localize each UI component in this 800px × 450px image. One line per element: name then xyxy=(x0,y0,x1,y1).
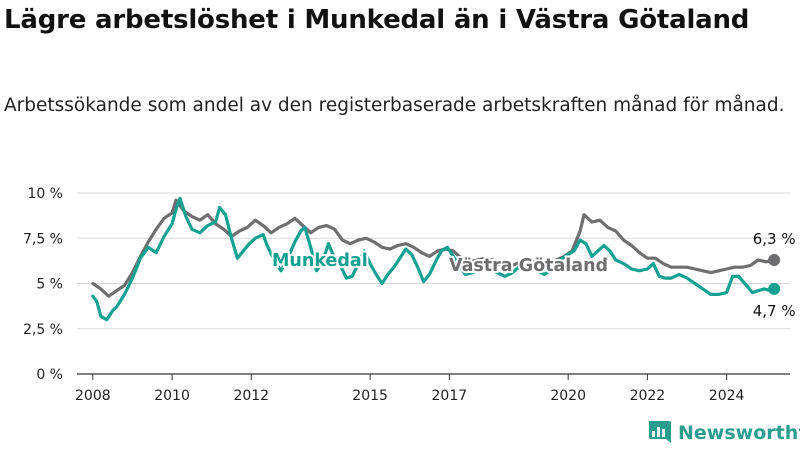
y-tick-label: 0 % xyxy=(36,367,63,383)
series-labels: Munkedal Västra Götaland 6,3 % 4,7 % xyxy=(270,230,796,320)
axis-ticks: 0 % 2,5 % 5 % 7,5 % 10 % 2008 2010 2012 2015 2017… xyxy=(23,186,745,404)
x-tick-label: 2024 xyxy=(709,388,745,404)
series-end-point-1 xyxy=(768,282,781,295)
brand-logo: Newsworthy xyxy=(646,419,800,447)
gridlines xyxy=(77,192,790,375)
series-name-label: Munkedal xyxy=(272,251,368,271)
y-tick-label: 10 % xyxy=(27,186,63,202)
x-tick-label: 2015 xyxy=(352,388,388,404)
y-tick-label: 7,5 % xyxy=(23,231,63,247)
page-subtitle: Arbetssökande som andel av den registerb… xyxy=(4,95,785,116)
series-lines xyxy=(91,196,781,322)
series-line-0 xyxy=(91,198,776,298)
bar-chart-icon xyxy=(649,421,671,443)
x-tick-label: 2008 xyxy=(75,388,111,404)
x-tick-label: 2012 xyxy=(233,388,269,404)
y-tick-label: 2,5 % xyxy=(23,322,63,338)
x-tick-label: 2010 xyxy=(154,388,190,404)
series-line-1 xyxy=(91,196,776,322)
series-end-value-label: 4,7 % xyxy=(753,302,796,320)
x-tick-label: 2022 xyxy=(630,388,666,404)
series-end-point-0 xyxy=(768,253,781,266)
series-end-value-label: 6,3 % xyxy=(753,230,796,248)
brand-name: Newsworthy xyxy=(678,422,800,444)
series-name-label: Västra Götaland xyxy=(449,256,608,276)
x-tick-label: 2017 xyxy=(432,388,468,404)
page-title: Lägre arbetslöshet i Munkedal än i Västr… xyxy=(4,5,750,35)
y-tick-label: 5 % xyxy=(36,277,63,293)
x-tick-label: 2020 xyxy=(550,388,586,404)
